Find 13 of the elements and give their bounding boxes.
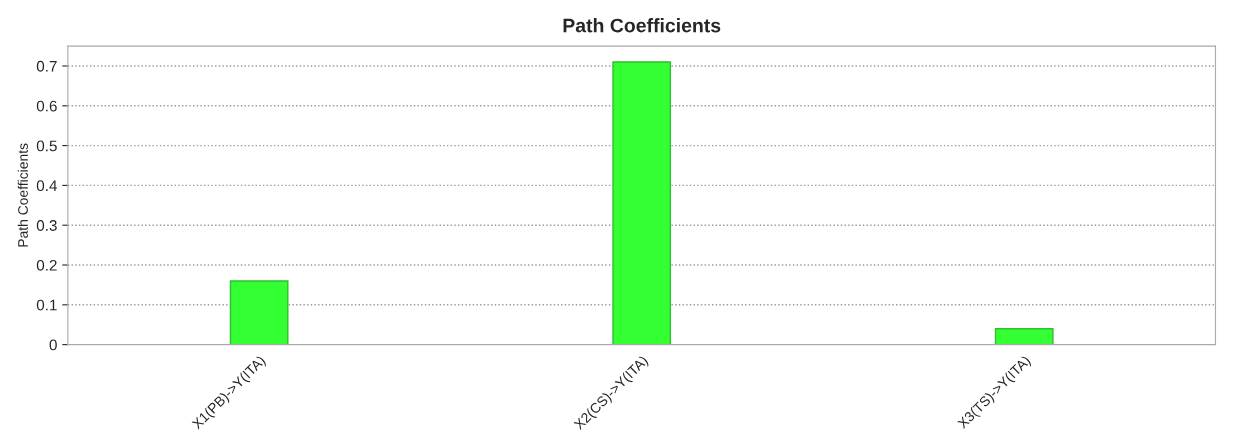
- y-tick-label: 0.2: [36, 259, 57, 271]
- bar: [612, 61, 672, 345]
- y-tick-label: 0.3: [36, 220, 57, 231]
- bar: [994, 327, 1054, 345]
- y-axis-title: Path Coefficients: [17, 143, 28, 247]
- y-tick-label: 0.4: [36, 180, 58, 192]
- y-tick-label: 0.6: [36, 100, 57, 112]
- chart-title: Path Coefficients: [563, 18, 721, 33]
- y-tick-label: 0.1: [36, 299, 57, 311]
- y-tick-label: 0.7: [36, 60, 57, 72]
- y-tick-label: 0.5: [36, 140, 57, 152]
- y-tick-label: 0: [49, 339, 57, 351]
- bar: [229, 280, 289, 345]
